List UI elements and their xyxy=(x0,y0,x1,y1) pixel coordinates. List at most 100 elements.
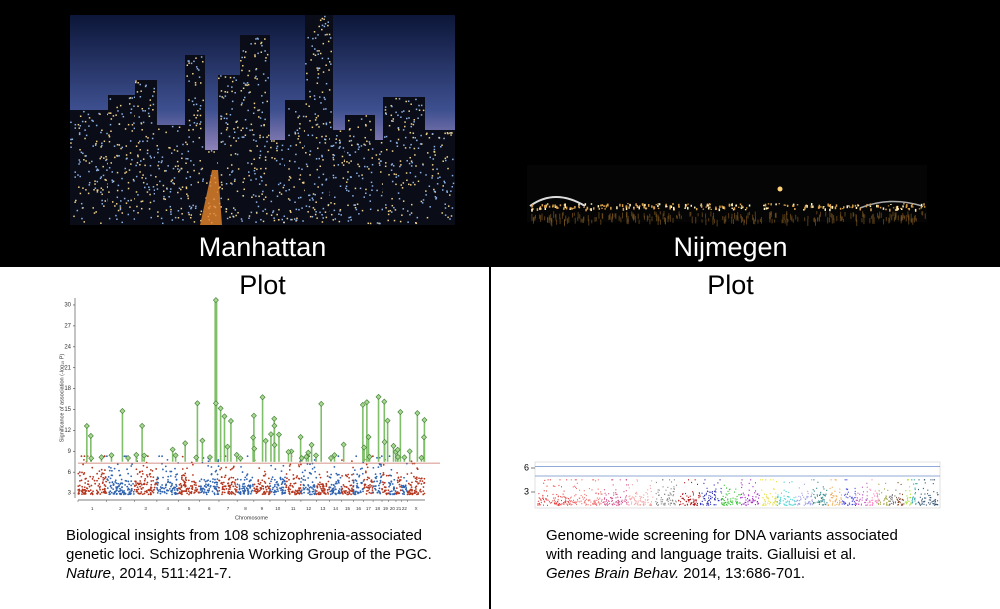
snp xyxy=(596,499,598,501)
window xyxy=(314,113,317,115)
light xyxy=(590,203,593,205)
window xyxy=(150,216,152,219)
x-tick-label: X xyxy=(415,506,418,511)
snp xyxy=(352,491,355,494)
light xyxy=(657,203,659,205)
snp xyxy=(798,495,800,498)
snp xyxy=(804,498,806,500)
snp xyxy=(751,501,753,504)
snp xyxy=(348,488,351,491)
window xyxy=(388,174,390,176)
snp xyxy=(174,475,177,478)
window xyxy=(431,133,434,135)
window xyxy=(451,207,454,209)
snp xyxy=(335,488,337,491)
reflection xyxy=(651,216,653,222)
window xyxy=(312,199,314,201)
window xyxy=(255,201,258,203)
window xyxy=(141,108,144,110)
window xyxy=(332,144,335,147)
snp xyxy=(738,494,740,496)
window xyxy=(347,171,349,173)
snp xyxy=(223,488,226,491)
snp xyxy=(256,491,259,493)
snp xyxy=(255,485,258,488)
snp xyxy=(741,486,743,489)
snp xyxy=(615,493,617,495)
light xyxy=(829,205,832,209)
window xyxy=(111,171,113,173)
window xyxy=(250,179,252,181)
skyline xyxy=(70,15,455,225)
snp xyxy=(698,495,700,497)
snp xyxy=(767,497,769,499)
snp xyxy=(170,491,173,494)
window xyxy=(409,172,412,174)
snp xyxy=(168,488,171,490)
snp xyxy=(345,489,347,492)
snp xyxy=(289,463,292,466)
window xyxy=(384,112,387,114)
reflection xyxy=(667,215,669,223)
snp xyxy=(329,476,332,479)
window xyxy=(108,191,110,193)
light xyxy=(877,204,880,208)
window xyxy=(219,95,221,98)
window xyxy=(243,99,245,101)
snp xyxy=(181,474,183,477)
snp xyxy=(934,498,936,501)
light xyxy=(890,204,892,206)
window xyxy=(397,192,400,194)
snp xyxy=(567,501,569,503)
reflection xyxy=(550,218,552,225)
window xyxy=(370,129,372,131)
snp xyxy=(752,498,754,501)
snp xyxy=(918,502,920,504)
window xyxy=(108,134,110,136)
snp xyxy=(399,489,402,492)
snp xyxy=(300,477,303,480)
window xyxy=(242,64,244,67)
snp xyxy=(167,478,169,481)
snp xyxy=(184,484,186,486)
snp xyxy=(211,481,214,483)
window xyxy=(329,121,331,124)
snp xyxy=(264,473,267,475)
snp xyxy=(208,489,210,492)
window xyxy=(327,40,330,43)
snp xyxy=(228,485,231,488)
snp xyxy=(831,492,833,494)
window xyxy=(365,115,368,117)
snp xyxy=(729,488,731,490)
window xyxy=(313,183,316,185)
snp xyxy=(924,482,926,484)
reflection xyxy=(710,211,712,217)
light xyxy=(605,205,608,208)
window xyxy=(105,155,107,158)
window xyxy=(298,135,300,137)
snp xyxy=(90,484,93,487)
snp xyxy=(585,494,587,497)
light xyxy=(817,206,820,209)
window xyxy=(196,68,199,70)
window xyxy=(309,153,311,156)
snp xyxy=(276,486,278,489)
x-tick-label: 20 xyxy=(390,506,396,511)
snp xyxy=(658,494,660,496)
snp xyxy=(711,492,713,495)
snp xyxy=(322,489,324,492)
snp xyxy=(605,500,607,502)
window xyxy=(281,158,284,160)
citation: Genome-wide screening for DNA variants a… xyxy=(546,526,898,583)
snp xyxy=(618,503,620,505)
snp xyxy=(894,502,896,504)
snp xyxy=(414,480,417,483)
window xyxy=(328,61,331,63)
snp xyxy=(249,492,252,495)
snp xyxy=(218,486,220,489)
snp xyxy=(128,488,131,491)
lead-snp xyxy=(303,453,310,460)
window xyxy=(324,98,326,101)
snp xyxy=(925,497,927,499)
window xyxy=(224,76,227,78)
